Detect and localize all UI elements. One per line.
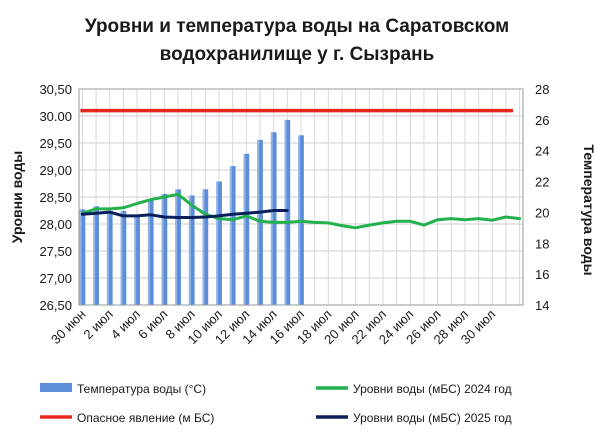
plot-frame bbox=[78, 88, 524, 306]
temperature-bar bbox=[79, 209, 86, 305]
temperature-bar bbox=[229, 166, 236, 305]
y-tick-label: 30.00 bbox=[39, 109, 72, 124]
temperature-bar bbox=[106, 210, 113, 305]
temperature-bar bbox=[147, 200, 154, 305]
temperature-bar bbox=[120, 210, 127, 305]
temperature-bar-highlight bbox=[229, 166, 232, 305]
temperature-bar bbox=[134, 215, 140, 305]
temperature-bar-highlight bbox=[202, 189, 205, 305]
temperature-bar bbox=[270, 132, 277, 305]
chart-title-line-2: водохранилище у г. Сызрань bbox=[160, 44, 435, 65]
legend-label: Уровни воды (мБС) 2024 год bbox=[353, 382, 512, 396]
y-tick-label: 26,50 bbox=[39, 298, 72, 313]
temperature-bar-highlight bbox=[257, 139, 260, 305]
y2-tick-label: 22 bbox=[535, 175, 549, 190]
temperature-bar bbox=[161, 193, 168, 305]
y-tick-label: 29,00 bbox=[39, 163, 72, 178]
temperature-bar-highlight bbox=[93, 206, 96, 305]
legend-label: Опасное явление (м БС) bbox=[77, 411, 214, 425]
legend: Температура воды (°С) Уровни воды (мБС) 2… bbox=[40, 382, 512, 425]
temperature-bar-highlight bbox=[134, 215, 137, 305]
y2-tick-label: 20 bbox=[535, 205, 549, 220]
temperature-bar bbox=[202, 189, 209, 305]
y-tick-label: 30,50 bbox=[39, 82, 72, 97]
y-tick-label: 27,50 bbox=[39, 244, 72, 259]
temperature-bar bbox=[216, 181, 222, 305]
legend-label: Уровни воды (мБС) 2025 год bbox=[353, 411, 512, 425]
temperature-bar-highlight bbox=[188, 195, 191, 305]
y-tick-label: 28,50 bbox=[39, 190, 72, 205]
y-tick-label: 28,00 bbox=[39, 217, 72, 232]
temperature-bar-highlight bbox=[120, 210, 123, 305]
temperature-bar bbox=[188, 195, 195, 305]
temperature-bar-highlight bbox=[106, 210, 109, 305]
y-axis-left-title: Уровни воды bbox=[9, 151, 25, 243]
x-tick-label: 2 июл bbox=[80, 307, 115, 342]
y2-tick-label: 16 bbox=[535, 267, 549, 282]
y2-tick-label: 18 bbox=[535, 236, 549, 251]
y-axis-right-ticks: 28 26 24 22 20 18 16 14 bbox=[535, 82, 549, 313]
y-tick-label: 29,50 bbox=[39, 136, 72, 151]
temperature-bar-highlight bbox=[216, 181, 219, 305]
temperature-bar-highlight bbox=[175, 189, 178, 305]
series-line-1 bbox=[80, 192, 522, 230]
temperature-bar-highlight bbox=[79, 209, 82, 305]
temperature-bars bbox=[79, 119, 304, 305]
y-tick-label: 27,00 bbox=[39, 271, 72, 286]
x-tick-label: 6 июл bbox=[135, 307, 170, 342]
legend-swatch-bar bbox=[40, 383, 72, 392]
temperature-bar bbox=[93, 206, 99, 305]
temperature-bar bbox=[175, 189, 181, 305]
chart-title-line-1: Уровни и температура воды на Саратовском bbox=[85, 16, 509, 37]
y2-tick-label: 24 bbox=[535, 144, 549, 159]
temperature-bar-highlight bbox=[161, 193, 164, 305]
y2-tick-label: 26 bbox=[535, 113, 549, 128]
temperature-bar bbox=[284, 119, 291, 305]
temperature-bar-highlight bbox=[270, 132, 273, 305]
temperature-bar-highlight bbox=[243, 153, 246, 305]
y-axis-left-ticks: 30,50 30.00 29,50 29,00 28,50 28,00 27,50 27,00… bbox=[39, 82, 72, 313]
y2-tick-label: 14 bbox=[535, 298, 549, 313]
x-tick-label: 4 июл bbox=[108, 307, 143, 342]
y2-tick-label: 28 bbox=[535, 82, 549, 97]
legend-label: Температура воды (°С) bbox=[77, 382, 206, 396]
level-lines bbox=[80, 108, 522, 230]
temperature-bar-highlight bbox=[284, 119, 287, 305]
temperature-bar-highlight bbox=[147, 200, 150, 305]
series-line-3 bbox=[80, 209, 289, 219]
temperature-bar bbox=[243, 153, 250, 305]
y-axis-right-title: Температура воды bbox=[581, 144, 595, 275]
